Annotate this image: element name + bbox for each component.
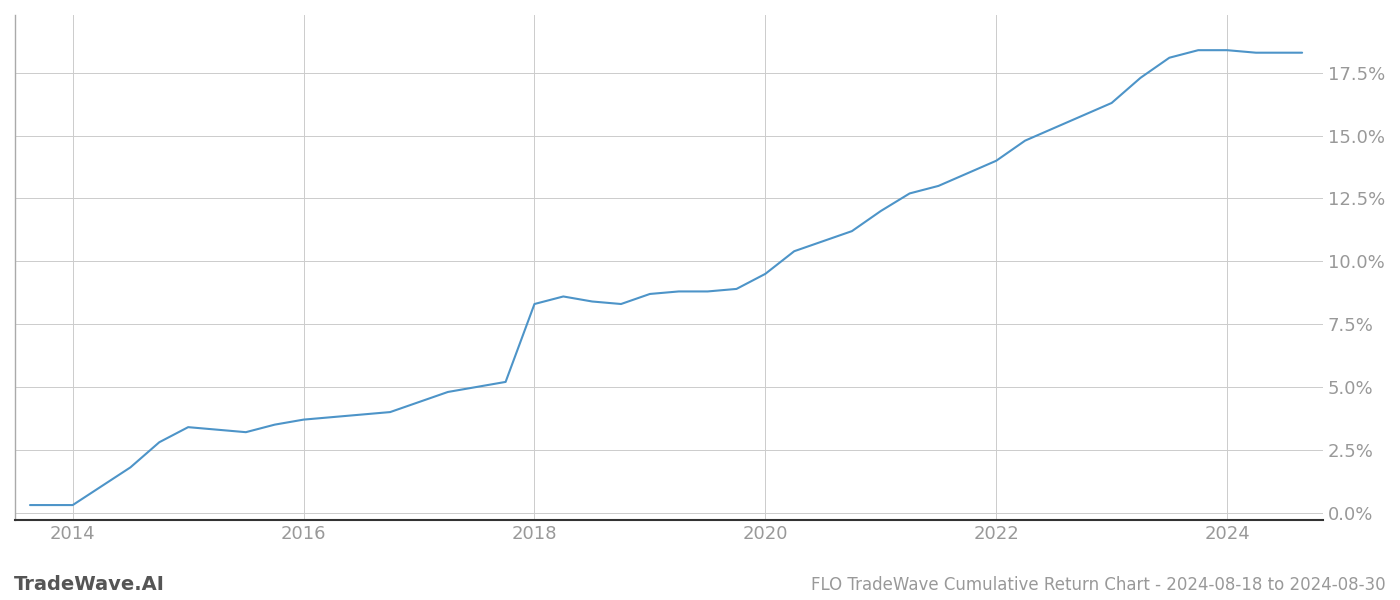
Text: FLO TradeWave Cumulative Return Chart - 2024-08-18 to 2024-08-30: FLO TradeWave Cumulative Return Chart - … (812, 576, 1386, 594)
Text: TradeWave.AI: TradeWave.AI (14, 575, 165, 594)
